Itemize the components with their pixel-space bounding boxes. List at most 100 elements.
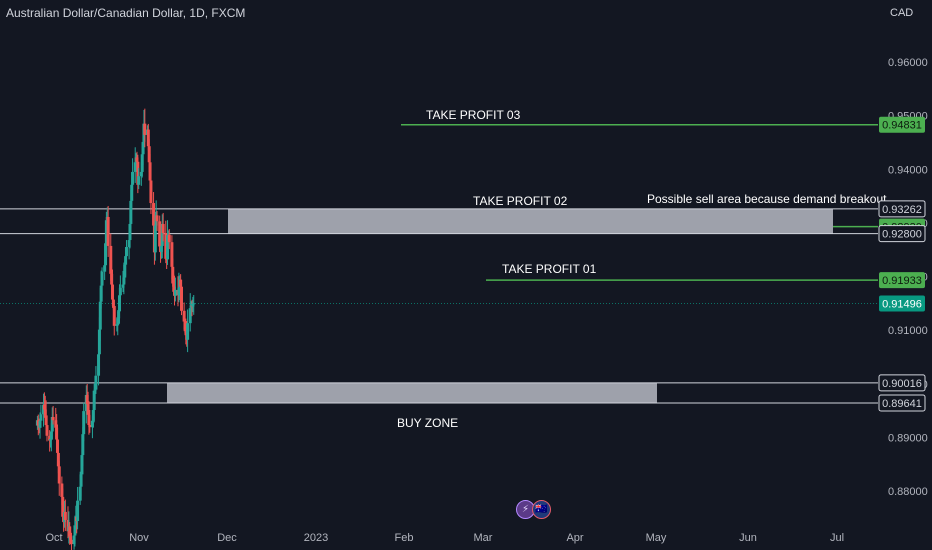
candle[interactable] (90, 420, 94, 428)
candle[interactable] (164, 233, 168, 259)
candle[interactable] (186, 323, 190, 340)
candle[interactable] (117, 311, 121, 319)
candle[interactable] (192, 303, 196, 305)
candle[interactable] (85, 395, 89, 405)
candle[interactable] (111, 284, 115, 300)
candle[interactable] (115, 324, 119, 326)
candle[interactable] (86, 404, 90, 415)
candle[interactable] (146, 129, 150, 147)
candle[interactable] (51, 416, 55, 421)
candle[interactable] (133, 162, 137, 172)
candle[interactable] (160, 223, 164, 246)
candle[interactable] (182, 310, 186, 322)
candle[interactable] (171, 266, 175, 284)
candle[interactable] (104, 243, 108, 266)
candle[interactable] (189, 305, 193, 309)
candle[interactable] (99, 285, 103, 302)
candle[interactable] (155, 215, 159, 222)
candle[interactable] (143, 123, 147, 135)
candle[interactable] (49, 438, 53, 441)
candle[interactable] (184, 329, 188, 334)
candle[interactable] (68, 526, 72, 537)
candle[interactable] (188, 308, 192, 324)
candle[interactable] (122, 277, 126, 285)
candle[interactable] (55, 427, 59, 440)
candle[interactable] (136, 161, 140, 185)
candle[interactable] (121, 284, 125, 288)
buy-zone-label[interactable]: BUY ZONE (397, 416, 458, 430)
candle[interactable] (153, 225, 157, 253)
sell-area-note[interactable]: Possible sell area because demand breako… (647, 192, 887, 206)
candle[interactable] (104, 220, 108, 244)
candle[interactable] (39, 414, 43, 421)
candle[interactable] (131, 171, 135, 185)
candle[interactable] (106, 216, 110, 246)
take-profit-01-label[interactable]: TAKE PROFIT 01 (502, 262, 597, 276)
candle[interactable] (72, 535, 76, 545)
candle[interactable] (74, 516, 78, 526)
candle[interactable] (148, 162, 152, 181)
candle[interactable] (97, 354, 101, 376)
candle[interactable] (56, 452, 60, 467)
candle[interactable] (191, 303, 195, 307)
candle[interactable] (128, 223, 132, 241)
candle[interactable] (111, 299, 115, 306)
candle[interactable] (158, 221, 162, 247)
candle[interactable] (141, 141, 145, 155)
candle[interactable] (118, 287, 122, 296)
candle[interactable] (129, 200, 133, 224)
sell-zone-box[interactable] (228, 208, 833, 234)
candle[interactable] (57, 466, 61, 484)
candle[interactable] (54, 420, 58, 428)
candle[interactable] (93, 389, 97, 391)
candle[interactable] (97, 329, 101, 355)
candle[interactable] (94, 375, 98, 390)
candle[interactable] (180, 286, 184, 311)
candle[interactable] (80, 455, 84, 475)
candle[interactable] (98, 301, 102, 330)
candle[interactable] (69, 536, 73, 540)
candle[interactable] (92, 390, 96, 411)
candle[interactable] (100, 271, 104, 286)
candle[interactable] (78, 486, 82, 501)
candle[interactable] (91, 410, 95, 421)
candle[interactable] (61, 496, 65, 517)
candle[interactable] (117, 295, 121, 312)
candle[interactable] (79, 474, 83, 487)
candle[interactable] (60, 483, 64, 497)
candle[interactable] (167, 234, 171, 243)
candle[interactable] (123, 264, 127, 278)
candle[interactable] (159, 245, 163, 252)
candle[interactable] (149, 180, 153, 204)
candle[interactable] (103, 265, 107, 272)
candle[interactable] (110, 273, 114, 285)
candle[interactable] (49, 431, 53, 439)
candle[interactable] (183, 321, 187, 330)
candle[interactable] (44, 415, 48, 426)
candle[interactable] (124, 256, 128, 265)
candle[interactable] (116, 318, 120, 325)
candle[interactable] (109, 245, 113, 274)
candle[interactable] (43, 409, 47, 416)
candle[interactable] (76, 500, 80, 522)
candle[interactable] (88, 425, 92, 428)
candle[interactable] (45, 425, 49, 436)
candle[interactable] (124, 247, 128, 257)
candle[interactable] (87, 414, 91, 426)
candle[interactable] (55, 439, 59, 453)
candle[interactable] (139, 171, 143, 177)
candle[interactable] (42, 404, 46, 410)
australia-flag-icon[interactable]: 🇦🇺 (532, 500, 551, 519)
candle[interactable] (140, 154, 144, 172)
candle[interactable] (172, 283, 176, 287)
take-profit-02-label[interactable]: TAKE PROFIT 02 (473, 194, 568, 208)
candle[interactable] (66, 519, 70, 532)
candle[interactable] (179, 279, 183, 287)
candle[interactable] (161, 223, 165, 234)
candle[interactable] (63, 511, 67, 520)
candle[interactable] (166, 235, 170, 260)
candle[interactable] (127, 240, 131, 248)
candle[interactable] (48, 435, 52, 441)
candle[interactable] (147, 146, 151, 163)
